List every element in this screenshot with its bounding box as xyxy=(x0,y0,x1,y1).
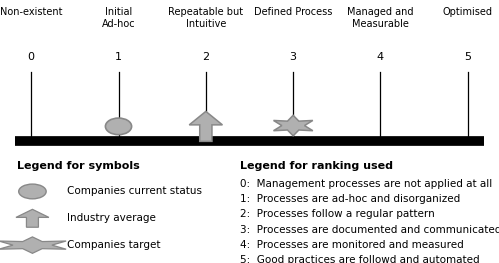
Text: 5: 5 xyxy=(464,52,472,63)
Text: 5:  Good practices are followd and automated: 5: Good practices are followd and automa… xyxy=(240,255,479,263)
Text: Legend for ranking used: Legend for ranking used xyxy=(240,161,393,171)
Polygon shape xyxy=(189,112,223,141)
Text: 4:  Processes are monitored and measured: 4: Processes are monitored and measured xyxy=(240,240,463,250)
Text: Optimised: Optimised xyxy=(443,7,493,17)
Text: 0:  Management processes are not applied at all: 0: Management processes are not applied … xyxy=(240,179,492,189)
Text: Repeatable but
Intuitive: Repeatable but Intuitive xyxy=(168,7,244,29)
Text: Legend for symbols: Legend for symbols xyxy=(17,161,140,171)
Text: Industry average: Industry average xyxy=(67,213,156,223)
Text: 3: 3 xyxy=(289,52,297,63)
Text: Companies current status: Companies current status xyxy=(67,186,203,196)
Text: Initial
Ad-hoc: Initial Ad-hoc xyxy=(102,7,135,29)
Text: Companies target: Companies target xyxy=(67,240,161,250)
Text: Defined Process: Defined Process xyxy=(254,7,332,17)
Text: Managed and
Measurable: Managed and Measurable xyxy=(347,7,414,29)
Polygon shape xyxy=(16,209,49,227)
Ellipse shape xyxy=(19,184,46,199)
Polygon shape xyxy=(273,115,313,136)
Text: 3:  Processes are documented and communicated: 3: Processes are documented and communic… xyxy=(240,225,499,235)
Text: 1: 1 xyxy=(115,52,122,63)
Text: Non-existent: Non-existent xyxy=(0,7,62,17)
Text: 1:  Processes are ad-hoc and disorganized: 1: Processes are ad-hoc and disorganized xyxy=(240,194,460,204)
Text: 2:  Processes follow a regular pattern: 2: Processes follow a regular pattern xyxy=(240,209,434,219)
Text: 4: 4 xyxy=(377,52,384,63)
Text: 0: 0 xyxy=(27,52,35,63)
Text: 2: 2 xyxy=(202,52,210,63)
Polygon shape xyxy=(0,237,66,253)
Ellipse shape xyxy=(105,118,132,135)
